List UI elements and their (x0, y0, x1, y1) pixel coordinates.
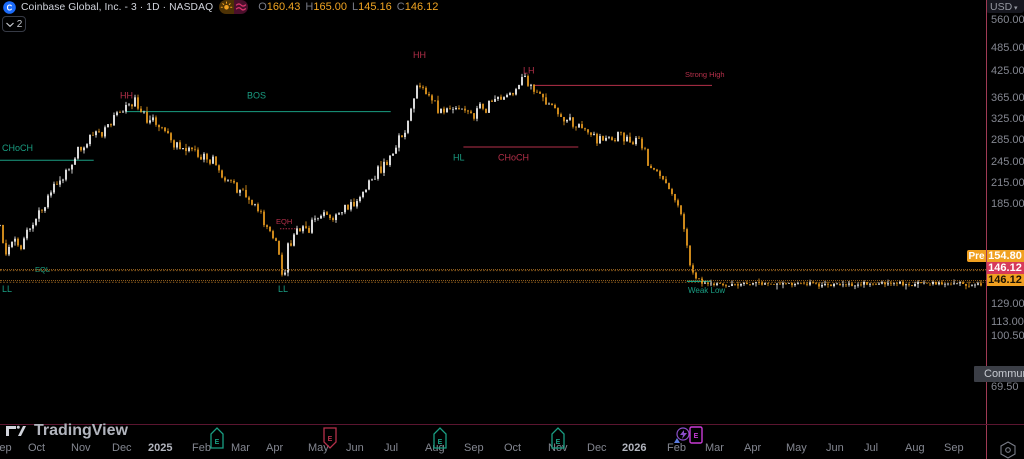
svg-text:E: E (556, 439, 561, 446)
svg-text:E: E (328, 436, 333, 443)
svg-text:E: E (694, 433, 699, 440)
svg-text:E: E (438, 439, 443, 446)
svg-text:E: E (215, 439, 220, 446)
